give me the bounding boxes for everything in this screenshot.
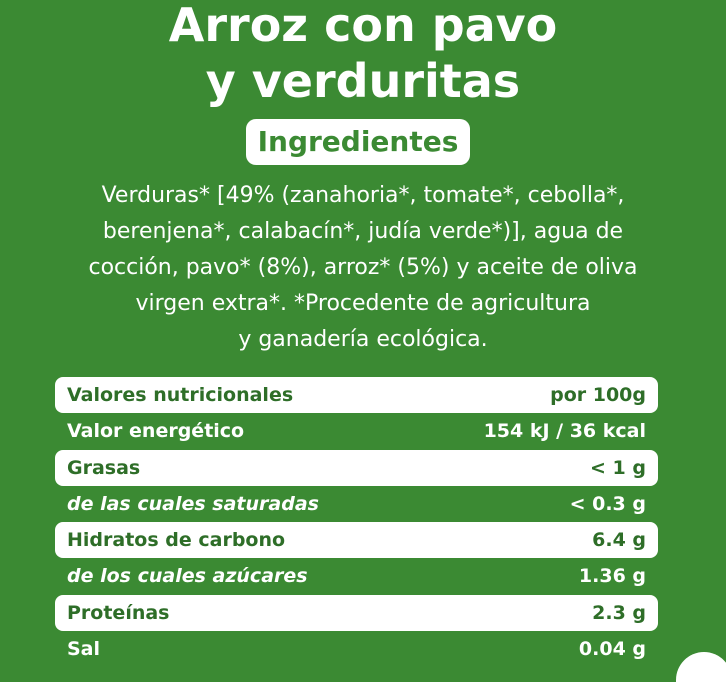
nutrition-value: por 100g (550, 384, 646, 406)
nutrition-label: Grasas (67, 456, 141, 479)
nutrition-row-carbohydrates: Hidratos de carbono 6.4 g (55, 522, 658, 559)
ingredients-line: Verduras* [49% (zanahoria*, tomate*, ceb… (101, 183, 625, 208)
nutrition-row-fat: Grasas < 1 g (55, 449, 658, 486)
ingredients-text: Verduras* [49% (zanahoria*, tomate*, ceb… (60, 178, 666, 358)
product-title-line-1: Arroz con pavo (168, 0, 558, 52)
ingredients-line: y ganadería ecológica. (238, 327, 488, 352)
nutrition-row-salt: Sal 0.04 g (55, 631, 658, 667)
nutrition-row-sugars: de los cuales azúcares 1.36 g (55, 558, 658, 594)
nutrition-value: 2.3 g (592, 601, 646, 624)
nutrition-value: < 1 g (590, 456, 646, 479)
ingredients-line: berenjena*, calabacín*, judía verde*)], … (102, 219, 624, 244)
nutrition-value: 0.04 g (578, 638, 646, 661)
nutrition-value: 1.36 g (578, 565, 646, 588)
nutrition-label: de las cuales saturadas (67, 492, 319, 515)
nutrition-row-saturated-fat: de las cuales saturadas < 0.3 g (55, 486, 658, 522)
nutrition-label: Hidratos de carbono (67, 529, 286, 552)
nutrition-label: Valor energético (67, 420, 245, 443)
nutrition-table: Valores nutricionales por 100g Valor ene… (55, 377, 658, 667)
nutrition-value: < 0.3 g (569, 492, 646, 515)
nutrition-value: 6.4 g (592, 529, 646, 552)
nutrition-label: Valores nutricionales (67, 384, 294, 406)
ingredients-heading-badge: Ingredientes (246, 119, 470, 165)
nutrition-value: 154 kJ / 36 kcal (483, 420, 646, 443)
nutrition-header-row: Valores nutricionales por 100g (55, 377, 658, 413)
product-title-line-2: y verduritas (205, 54, 521, 108)
nutrition-label: de los cuales azúcares (67, 565, 308, 588)
nutrition-label: Proteínas (67, 601, 170, 624)
nutrition-row-energy: Valor energético 154 kJ / 36 kcal (55, 413, 658, 449)
nutrition-row-protein: Proteínas 2.3 g (55, 594, 658, 631)
ingredients-line: cocción, pavo* (8%), arroz* (5%) y aceit… (88, 255, 638, 280)
ingredients-line: virgen extra*. *Procedente de agricultur… (135, 291, 591, 316)
nutrition-label: Sal (67, 638, 101, 661)
corner-decoration (676, 652, 726, 682)
